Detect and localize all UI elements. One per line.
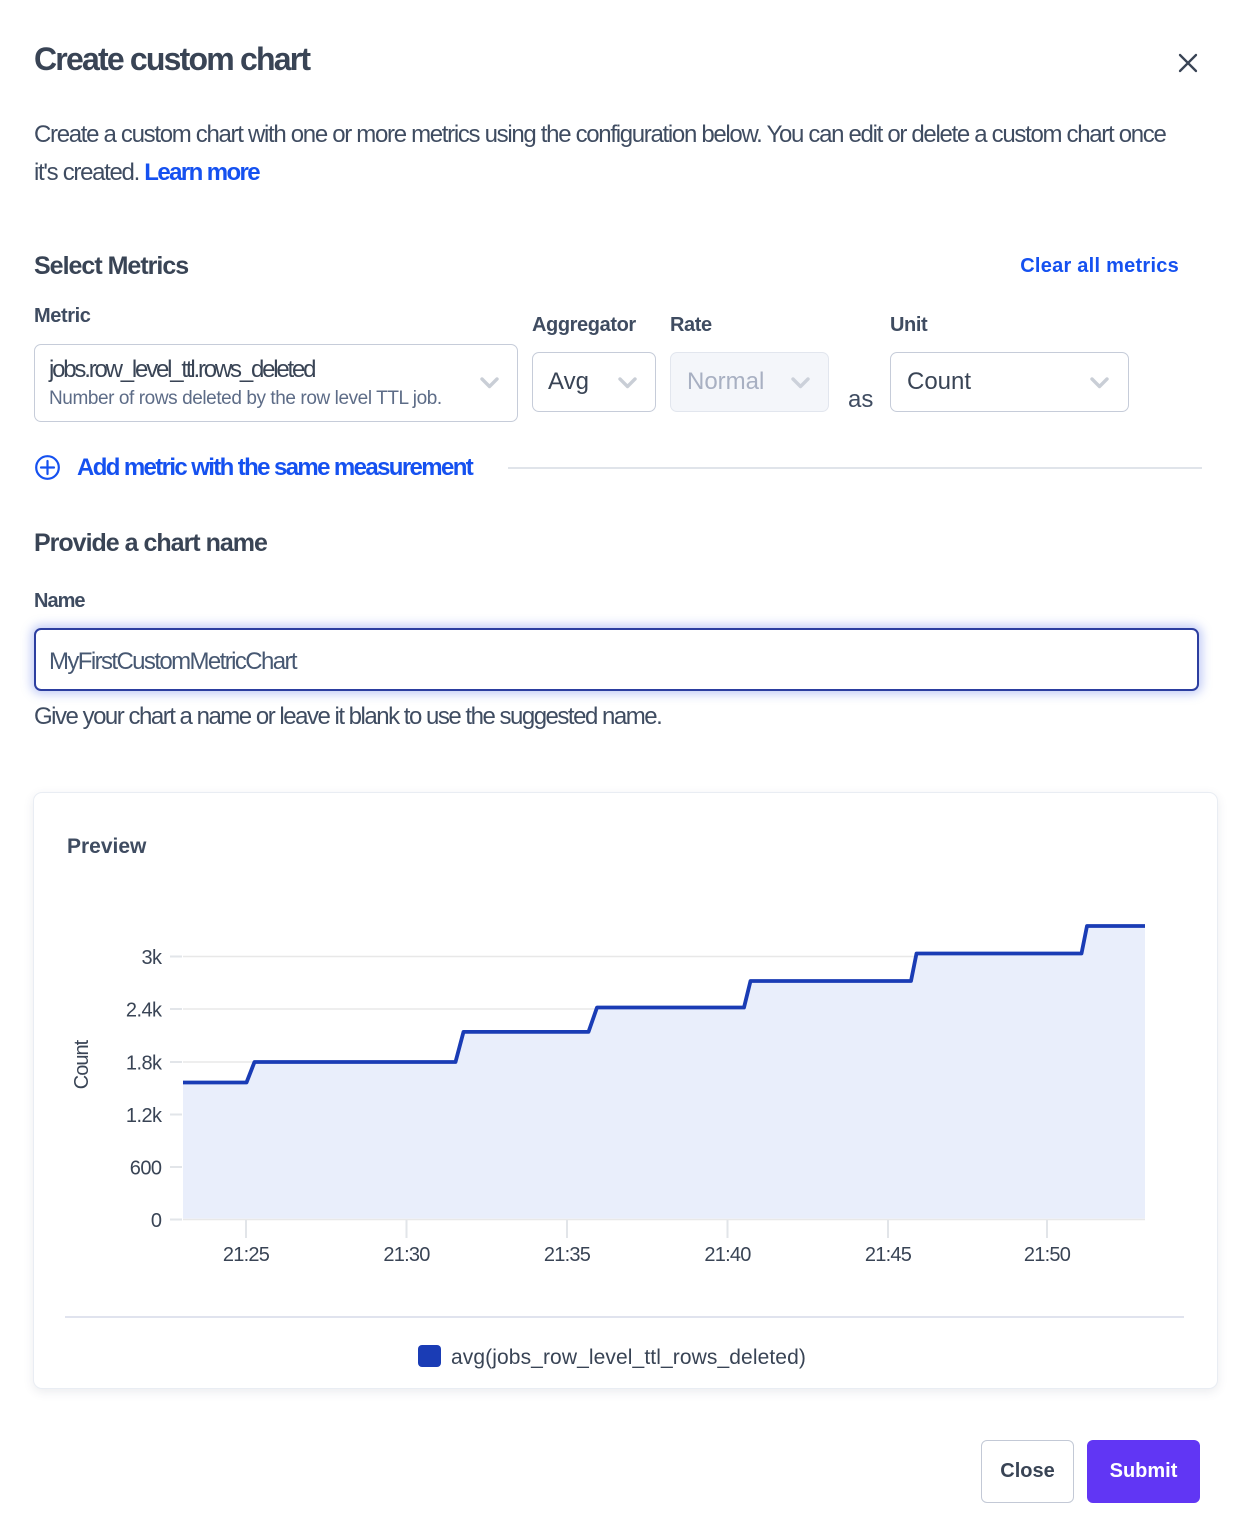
svg-text:21:25: 21:25 (223, 1244, 270, 1266)
svg-text:21:30: 21:30 (383, 1244, 430, 1266)
svg-text:21:35: 21:35 (544, 1244, 591, 1266)
svg-text:3k: 3k (141, 947, 163, 969)
svg-text:0: 0 (151, 1210, 162, 1232)
svg-text:Count: Count (71, 1039, 93, 1089)
svg-text:1.8k: 1.8k (126, 1052, 163, 1074)
svg-text:21:45: 21:45 (865, 1244, 912, 1266)
svg-text:2.4k: 2.4k (126, 999, 163, 1021)
svg-text:1.2k: 1.2k (126, 1105, 163, 1127)
svg-text:21:50: 21:50 (1024, 1244, 1071, 1266)
svg-text:600: 600 (130, 1157, 162, 1179)
svg-text:21:40: 21:40 (704, 1244, 751, 1266)
